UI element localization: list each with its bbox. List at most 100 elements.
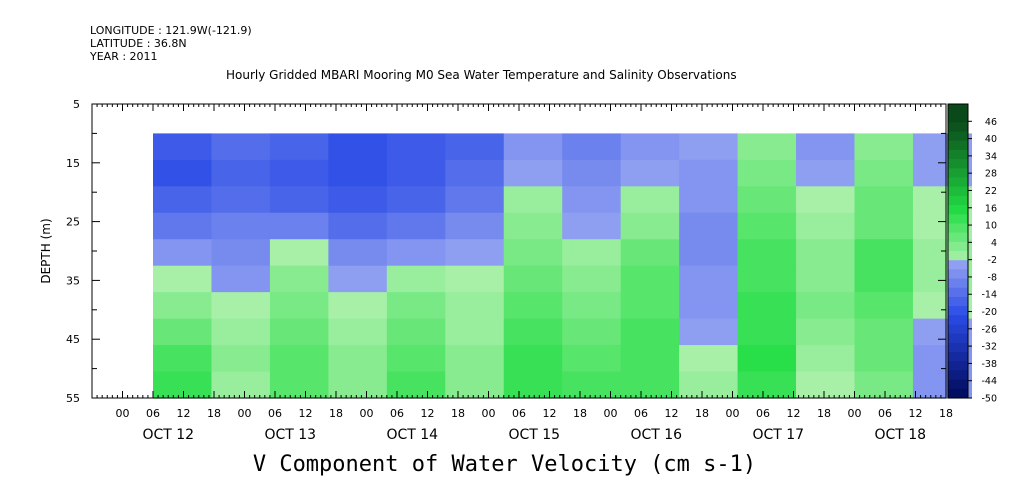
- heatmap-cell: [386, 292, 446, 320]
- heatmap-cell: [562, 212, 622, 240]
- colorbar-label: -20: [981, 307, 997, 318]
- variable-label: V Component of Water Velocity (cm s-1): [252, 452, 757, 477]
- heatmap-cell: [445, 133, 505, 161]
- heatmap-cell: [153, 371, 213, 399]
- x-hour-label: 06: [634, 407, 648, 420]
- colorbar-label: -14: [981, 290, 997, 301]
- heatmap-cell: [562, 133, 622, 161]
- colorbar-band: [948, 195, 968, 206]
- heatmap-cell: [854, 345, 914, 373]
- x-hour-label: 00: [482, 407, 496, 420]
- heatmap-cell: [328, 159, 388, 187]
- heatmap-cell: [445, 345, 505, 373]
- heatmap-cell: [386, 345, 446, 373]
- colorbar-band: [948, 296, 968, 307]
- colorbar-label: 34: [985, 151, 997, 162]
- heatmap-cell: [737, 186, 797, 214]
- x-hour-label: 18: [695, 407, 709, 420]
- heatmap-cell: [328, 371, 388, 399]
- heatmap-cell: [620, 212, 680, 240]
- heatmap-cell: [503, 318, 563, 346]
- year-label: YEAR : 2011: [90, 50, 158, 63]
- heatmap-cell: [211, 186, 271, 214]
- heatmap-cell: [854, 265, 914, 293]
- heatmap-cell: [386, 159, 446, 187]
- heatmap-cell: [211, 318, 271, 346]
- heatmap-cell: [796, 186, 856, 214]
- colorbar-label: -26: [981, 324, 997, 335]
- x-hour-label: 12: [787, 407, 801, 420]
- y-tick-label: 35: [66, 274, 80, 287]
- heatmap-cell: [445, 159, 505, 187]
- heatmap-cell: [796, 371, 856, 399]
- y-tick-label: 25: [66, 216, 80, 229]
- colorbar-band: [948, 168, 968, 178]
- x-hour-label: 12: [177, 407, 191, 420]
- heatmap-cell: [737, 239, 797, 267]
- heatmap-cell: [153, 133, 213, 161]
- colorbar-band: [948, 287, 968, 298]
- heatmap-cell: [269, 186, 329, 214]
- y-tick-label: 55: [66, 392, 80, 405]
- heatmap-cell: [854, 186, 914, 214]
- heatmap-cell: [737, 318, 797, 346]
- heatmap-cell: [269, 345, 329, 373]
- x-hour-label: 18: [573, 407, 587, 420]
- x-hour-label: 00: [726, 407, 740, 420]
- heatmap-cell: [620, 345, 680, 373]
- heatmap-cell: [620, 186, 680, 214]
- heatmap-cell: [796, 292, 856, 320]
- heatmap-cell: [737, 292, 797, 320]
- heatmap-cell: [211, 212, 271, 240]
- heatmap-cell: [153, 239, 213, 267]
- heatmap-cell: [679, 159, 739, 187]
- x-hour-label: 00: [116, 407, 130, 420]
- colorbar-band: [948, 333, 968, 344]
- x-axis: 00 06 12 18 OCT 12 00 06 12 18 OCT 13 00 06 12 18 OCT …: [91, 104, 953, 443]
- x-hour-label: 12: [909, 407, 923, 420]
- heatmap-cell: [211, 239, 271, 267]
- heatmap-cell: [503, 133, 563, 161]
- colorbar-band: [948, 260, 968, 270]
- x-hour-label: 06: [756, 407, 770, 420]
- heatmap-cell: [620, 371, 680, 399]
- heatmap-cell: [562, 186, 622, 214]
- heatmap-cell: [386, 239, 446, 267]
- x-day-label: OCT 17: [752, 427, 804, 443]
- colorbar-label: -32: [981, 342, 997, 353]
- heatmap-cell: [854, 159, 914, 187]
- x-hour-label: 00: [360, 407, 374, 420]
- colorbar-label: 4: [991, 238, 997, 249]
- heatmap-cell: [211, 265, 271, 293]
- x-day-label: OCT 15: [508, 427, 560, 443]
- heatmap-cell: [562, 318, 622, 346]
- heatmap-cell: [328, 292, 388, 320]
- heatmap-cell: [328, 345, 388, 373]
- heatmap-cell: [269, 371, 329, 399]
- heatmap-cell: [269, 239, 329, 267]
- heatmap-cell: [445, 318, 505, 346]
- heatmap-cell: [328, 133, 388, 161]
- heatmap-cell: [796, 239, 856, 267]
- colorbar-band: [948, 223, 968, 234]
- x-hour-label: 12: [299, 407, 313, 420]
- x-hour-label: 12: [665, 407, 679, 420]
- heatmap-cell: [211, 345, 271, 373]
- colorbar-band: [948, 342, 968, 353]
- heatmap-cell: [153, 159, 213, 187]
- heatmap-cell: [503, 345, 563, 373]
- heatmap-cell: [562, 239, 622, 267]
- colorbar-band: [948, 186, 968, 197]
- heatmap-cell: [386, 371, 446, 399]
- colorbar-band: [948, 149, 968, 160]
- heatmap-cell: [620, 292, 680, 320]
- x-hour-label: 18: [329, 407, 343, 420]
- heatmap-cell: [620, 159, 680, 187]
- colorbar-band: [948, 241, 968, 252]
- heatmap-cell: [796, 318, 856, 346]
- x-hour-label: 18: [817, 407, 831, 420]
- heatmap-cell: [503, 212, 563, 240]
- colorbar-band: [948, 269, 968, 280]
- heatmap-cell: [211, 292, 271, 320]
- x-hour-label: 06: [146, 407, 160, 420]
